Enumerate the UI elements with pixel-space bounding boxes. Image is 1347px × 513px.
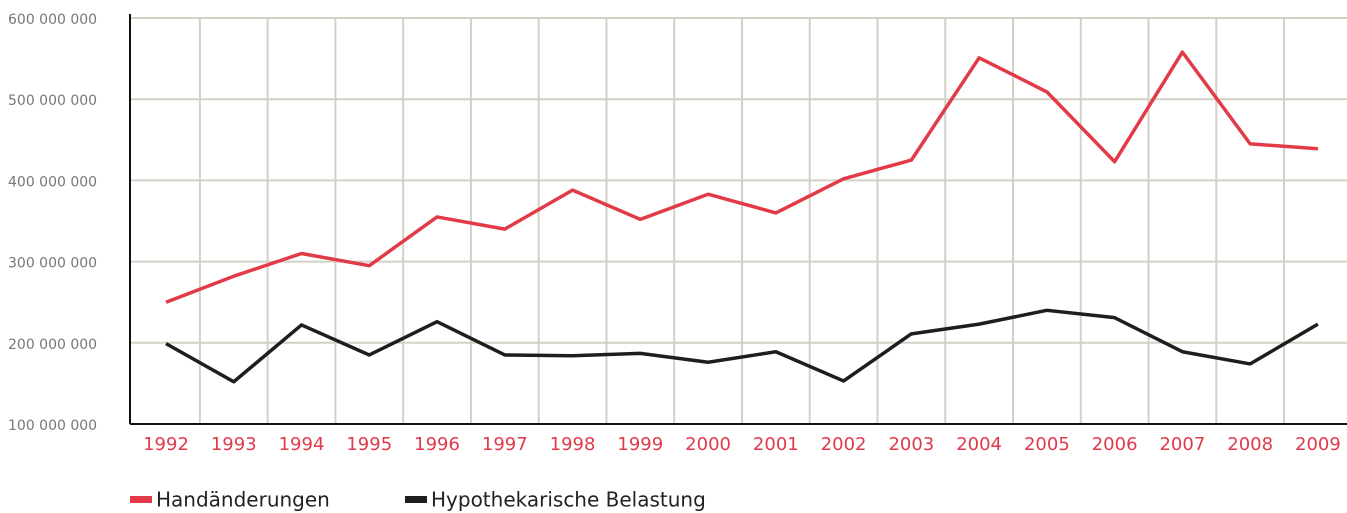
legend-label: Hypothekarische Belastung: [431, 488, 706, 512]
x-tick-label: 2005: [1024, 434, 1070, 455]
x-tick-label: 1992: [143, 434, 189, 455]
y-tick-label: 400 000 000: [8, 174, 97, 190]
x-tick-label: 2008: [1227, 434, 1273, 455]
y-tick-label: 300 000 000: [8, 256, 97, 272]
line-series: [165, 50, 1319, 304]
x-tick-label: 1998: [550, 434, 596, 455]
x-tick-label: 1993: [211, 434, 257, 455]
y-tick-label: 600 000 000: [8, 12, 97, 28]
y-tick-label: 500 000 000: [8, 93, 97, 109]
x-tick-label: 2004: [956, 434, 1002, 455]
x-tick-label: 2006: [1092, 434, 1138, 455]
x-tick-label: 2003: [888, 434, 934, 455]
x-tick-label: 2002: [821, 434, 867, 455]
x-tick-label: 2009: [1295, 434, 1341, 455]
x-tick-label: 2000: [685, 434, 731, 455]
line-series: [165, 308, 1319, 384]
y-tick-label: 200 000 000: [8, 337, 97, 353]
x-tick-label: 1996: [414, 434, 460, 455]
legend-label: Handänderungen: [156, 488, 330, 512]
x-tick-label: 1994: [279, 434, 325, 455]
x-tick-label: 1995: [346, 434, 392, 455]
legend-swatch: [405, 496, 427, 503]
x-tick-label: 1999: [617, 434, 663, 455]
x-tick-label: 2007: [1159, 434, 1205, 455]
legend-swatch: [130, 496, 152, 503]
x-tick-label: 1997: [482, 434, 528, 455]
y-tick-label: 100 000 000: [8, 418, 97, 434]
x-tick-label: 2001: [753, 434, 799, 455]
